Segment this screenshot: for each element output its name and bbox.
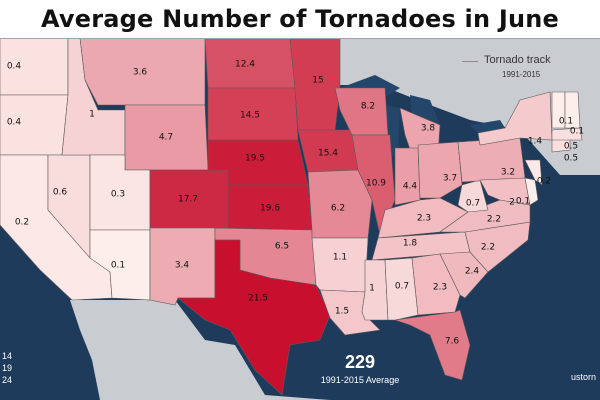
state-value-label: 10.9 [366,179,386,189]
canada-landmass [0,38,600,175]
state-value-label: 0.2 [537,177,551,187]
state-value-label: 14.5 [240,111,260,121]
state-ma [551,127,583,141]
state-de [524,177,539,206]
total-caption: 1991-2015 Average [320,375,400,385]
scale-tick: 14 [2,351,13,361]
state-tx [177,239,331,396]
state-value-label: 6.2 [331,204,345,214]
state-wi [334,87,389,136]
state-value-label: 0.1 [516,197,530,207]
state-value-label: 0.3 [111,190,125,200]
state-md [479,177,531,206]
state-value-label: 3.4 [175,261,190,271]
track-label: Tornado track [484,54,551,66]
state-value-label: 2.3 [433,283,447,293]
title-band: Average Number of Tornadoes in June [0,0,600,39]
state-fl [394,309,471,381]
state-value-label: 3.8 [421,124,436,134]
state-value-label: 1.1 [333,253,347,263]
state-value-label: 7.6 [445,337,460,347]
state-value-label: 0.6 [53,188,68,198]
state-value-label: 17.7 [178,195,198,205]
state-value-label: 6.5 [275,242,289,252]
state-value-label: 15.4 [318,149,338,159]
map-title: Average Number of Tornadoes in June [40,5,560,33]
state-value-label: 0.1 [559,117,573,127]
state-value-label: 15 [312,76,323,86]
state-ar [311,237,369,293]
state-value-label: 4.7 [159,133,173,143]
track-line-swatch [462,61,478,62]
state-value-label: 0.4 [7,62,22,72]
state-value-label: 0.2 [15,218,29,228]
state-value-label: 2.2 [481,243,495,253]
state-sc [439,251,489,299]
state-value-label: 1.4 [528,137,543,147]
state-value-label: 3.7 [443,174,457,184]
state-value-label: 0.1 [111,261,125,271]
state-value-label: 12.4 [235,60,255,70]
scale-tick: 24 [2,375,13,385]
state-value-label: 4.4 [403,182,418,192]
credit-text: ustorn [570,372,596,382]
state-value-label: 0.1 [570,127,584,137]
state-value-label: 0.4 [7,118,22,128]
state-value-label: 0.5 [564,154,578,164]
state-value-label: 21.5 [248,294,268,304]
state-value-label: 2.2 [487,215,501,225]
lake-ontario [470,120,505,133]
color-scale-ticks: 14 19 24 [2,350,12,386]
state-value-label: 2.3 [417,214,431,224]
state-value-label: 0.7 [466,199,480,209]
state-value-label: 1 [89,110,95,120]
state-value-label: 2.4 [465,267,480,277]
scale-tick: 19 [2,363,13,373]
total-value: 229 [344,352,376,372]
mexico-landmass [70,300,330,400]
state-value-label: 2 [509,198,515,208]
state-value-label: 3.2 [501,168,515,178]
state-value-label: 19.5 [245,154,265,164]
state-value-label: 19.6 [260,204,280,214]
state-nj [524,159,543,186]
state-al [384,257,419,321]
state-value-label: 1 [369,284,375,294]
state-ms [361,259,389,321]
state-value-label: 1.5 [335,307,349,317]
state-value-label: 0.5 [564,142,578,152]
state-ny [477,91,553,146]
track-years: 1991-2015 [502,70,541,79]
total-block: 229 1991-2015 Average [300,352,420,386]
state-value-label: 1.8 [403,239,418,249]
state-value-label: 8.2 [361,102,375,112]
state-oh [417,141,463,199]
state-value-label: 0.7 [395,282,409,292]
state-nh [564,91,581,129]
state-value-label: 3.6 [133,68,148,78]
state-ga [411,253,461,316]
state-in [394,147,421,206]
